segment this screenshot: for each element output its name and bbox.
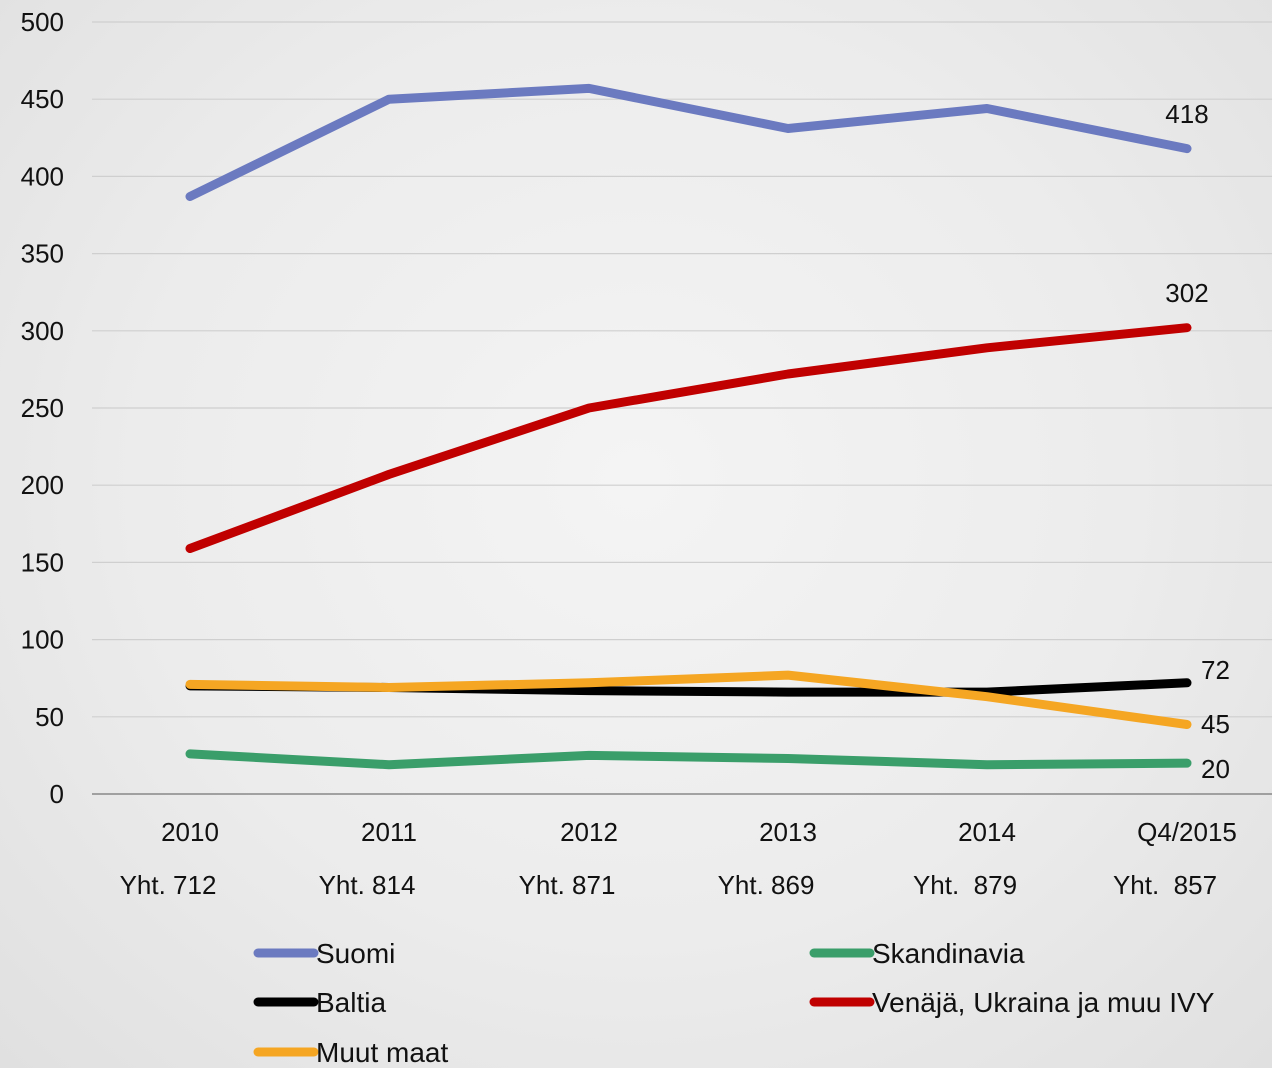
legend-label: Suomi: [316, 938, 395, 969]
y-tick-label: 400: [21, 161, 64, 191]
x-tick-label: 2011: [361, 817, 417, 847]
data-label: 72: [1201, 655, 1230, 685]
series-line-suomi: [185, 83, 1192, 201]
y-tick-label: 150: [21, 547, 64, 577]
data-labels: 418 20 72 302 45: [1165, 99, 1230, 784]
data-label: 45: [1201, 709, 1230, 739]
y-tick-label: 250: [21, 393, 64, 423]
x-axis-tick-labels: 2010 Yht. 712 2011 Yht. 814 2012 Yht. 871 2013…: [120, 817, 1237, 900]
x-tick-label: 2010: [161, 817, 219, 847]
y-tick-label: 450: [21, 84, 64, 114]
series-line-skandinavia: [185, 749, 1192, 770]
x-total-label: Yht. 879: [913, 870, 1017, 900]
x-tick-label: 2013: [759, 817, 817, 847]
legend-label: Skandinavia: [872, 938, 1025, 969]
y-tick-label: 350: [21, 239, 64, 269]
y-tick-label: 300: [21, 316, 64, 346]
data-label: 302: [1165, 278, 1208, 308]
y-tick-label: 200: [21, 470, 64, 500]
x-total-label: Yht. 871: [519, 870, 616, 900]
data-label: 418: [1165, 99, 1208, 129]
x-total-label: Yht. 814: [319, 870, 416, 900]
legend-label: Muut maat: [316, 1037, 448, 1068]
series-lines: [185, 83, 1192, 770]
x-tick-label: 2014: [958, 817, 1016, 847]
legend-label: Venäjä, Ukraina ja muu IVY: [872, 987, 1215, 1018]
x-total-label: Yht. 869: [718, 870, 815, 900]
x-tick-label: Q4/2015: [1137, 817, 1237, 847]
data-label: 20: [1201, 754, 1230, 784]
x-total-label: Yht. 712: [120, 870, 217, 900]
series-line-venäjä-ukraina-ja-muu-ivy: [185, 323, 1192, 553]
x-total-label: Yht. 857: [1113, 870, 1217, 900]
y-tick-label: 100: [21, 625, 64, 655]
x-tick-label: 2012: [560, 817, 618, 847]
gridlines: [92, 21, 1272, 718]
y-tick-label: 0: [50, 779, 64, 809]
legend-label: Baltia: [316, 987, 386, 1018]
y-tick-label: 50: [35, 702, 64, 732]
legend: Suomi Skandinavia Baltia Venäjä, Ukraina ja…: [253, 938, 1215, 1068]
y-tick-label: 500: [21, 7, 64, 37]
series-line-muut-maat: [185, 670, 1192, 729]
y-axis-tick-labels: 0 50 100 150 200 250 300 350 400 450 500: [21, 7, 64, 809]
